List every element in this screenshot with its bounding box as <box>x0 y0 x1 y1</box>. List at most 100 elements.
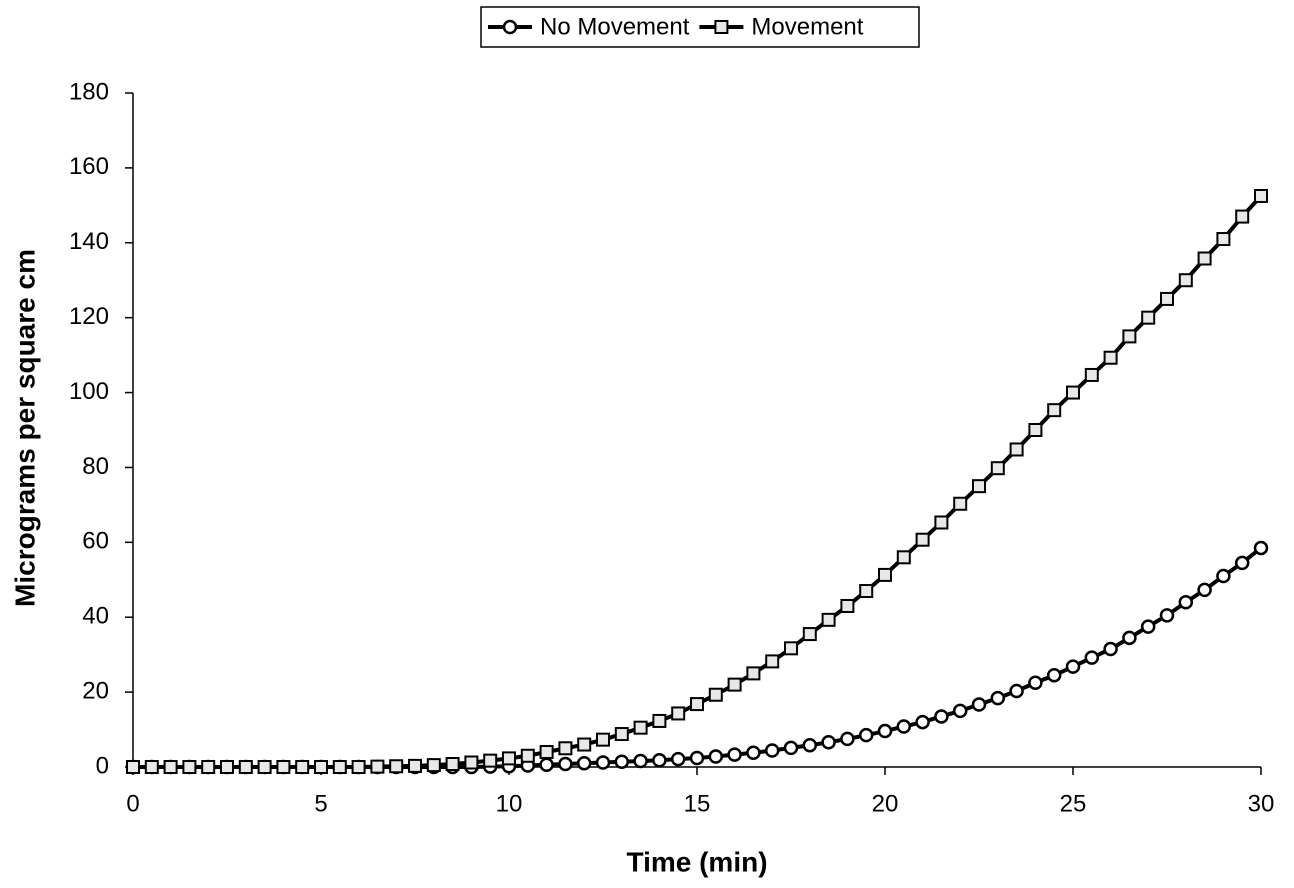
data-point <box>1103 641 1118 657</box>
data-point <box>971 697 987 712</box>
x-tick-label: 25 <box>1060 790 1087 817</box>
data-point <box>389 759 404 774</box>
data-point <box>1235 209 1250 224</box>
data-point <box>144 760 159 774</box>
data-point <box>652 753 667 768</box>
data-point <box>1084 650 1100 665</box>
x-tick-label: 30 <box>1248 790 1275 817</box>
data-point <box>445 757 460 772</box>
data-point <box>539 745 554 760</box>
data-point <box>1234 555 1250 571</box>
data-point <box>220 760 234 774</box>
y-tick-label: 100 <box>69 378 109 405</box>
data-point <box>746 666 761 681</box>
data-point <box>727 677 742 692</box>
data-point <box>163 760 178 774</box>
data-point <box>633 720 648 735</box>
data-point <box>1009 442 1024 457</box>
data-point <box>295 760 310 774</box>
data-point <box>915 714 930 730</box>
data-point <box>840 731 855 747</box>
data-point <box>1160 291 1174 306</box>
data-point <box>614 754 630 770</box>
data-point <box>764 743 780 758</box>
data-point <box>915 532 930 547</box>
data-point <box>784 641 798 656</box>
data-point <box>483 753 498 768</box>
x-tick-label: 10 <box>496 790 523 817</box>
data-point <box>840 598 855 613</box>
data-point <box>990 461 1005 476</box>
data-point <box>1216 232 1231 247</box>
data-point <box>727 747 742 762</box>
data-point <box>1046 668 1062 683</box>
data-point <box>1028 423 1043 437</box>
legend-label: No Movement <box>540 13 690 40</box>
data-point <box>690 697 704 712</box>
data-point <box>1122 630 1137 646</box>
x-tick-label: 15 <box>684 790 711 817</box>
data-point <box>1009 683 1024 699</box>
data-point <box>502 751 516 766</box>
data-point <box>858 727 874 743</box>
data-point <box>802 627 817 642</box>
y-tick-label: 60 <box>82 528 109 555</box>
data-point <box>972 479 986 494</box>
data-point <box>1028 675 1043 690</box>
data-point <box>670 751 686 767</box>
y-tick-label: 80 <box>82 453 109 480</box>
data-point <box>1084 367 1099 382</box>
data-point <box>595 755 611 770</box>
data-point <box>1103 350 1118 365</box>
y-tick-label: 140 <box>69 228 109 255</box>
series-line <box>133 194 1263 769</box>
data-point <box>953 496 968 511</box>
data-point <box>689 750 705 766</box>
x-tick-label: 5 <box>314 790 327 817</box>
data-point <box>671 706 686 721</box>
data-point <box>708 749 724 764</box>
data-point <box>859 584 874 599</box>
data-point <box>821 612 836 627</box>
data-point <box>952 703 968 719</box>
y-tick-label: 20 <box>82 677 109 704</box>
data-point <box>708 687 723 702</box>
data-point <box>614 727 629 742</box>
data-point <box>1254 188 1268 203</box>
data-point <box>1197 251 1212 266</box>
data-point <box>596 732 610 747</box>
data-point <box>351 760 366 774</box>
y-tick-label: 160 <box>69 153 109 180</box>
data-point <box>576 756 592 771</box>
data-point <box>934 515 949 530</box>
y-tick-label: 180 <box>69 78 109 105</box>
data-point <box>990 690 1006 706</box>
data-point <box>577 737 592 752</box>
data-point <box>558 756 573 772</box>
data-point <box>765 654 780 669</box>
data-point <box>408 758 422 773</box>
y-tick-label: 40 <box>82 603 109 630</box>
data-point <box>520 748 535 763</box>
data-point <box>877 723 893 739</box>
data-point <box>238 760 253 774</box>
data-point <box>182 760 197 774</box>
data-point <box>558 741 573 756</box>
x-axis-title: Time (min) <box>626 846 767 877</box>
y-tick-label: 120 <box>69 303 109 330</box>
data-point <box>1140 619 1156 634</box>
data-point <box>802 738 818 753</box>
data-point <box>896 550 911 565</box>
data-point <box>1047 403 1062 418</box>
data-point <box>332 760 347 774</box>
y-axis-title: Micrograms per square cm <box>9 249 40 607</box>
data-point <box>276 760 291 774</box>
legend-marker <box>714 20 729 34</box>
x-tick-label: 20 <box>872 790 899 817</box>
data-point <box>126 760 140 774</box>
data-point <box>1178 594 1194 610</box>
data-point <box>633 753 648 769</box>
data-point <box>314 760 328 774</box>
data-point <box>1066 385 1080 400</box>
